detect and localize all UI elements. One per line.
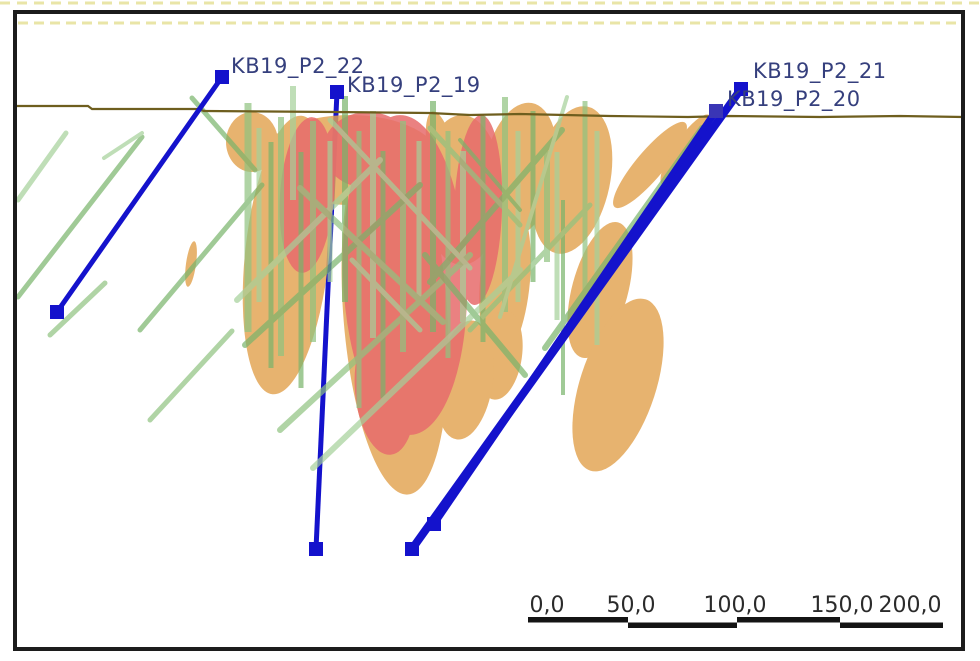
- drill-trace-diagonal: [327, 117, 473, 271]
- drill-trace-diagonal: [15, 130, 69, 203]
- drill-trace-diagonal: [310, 267, 523, 471]
- drill-trace-diagonal: [467, 202, 593, 333]
- view-frame-border: [13, 10, 965, 651]
- low-grade-zone-blob: [226, 112, 278, 172]
- hole-label-KB19_P2_22[interactable]: KB19_P2_22: [231, 54, 365, 79]
- scale-bar-segment: [628, 622, 737, 628]
- hole-label-KB19_P2_20[interactable]: KB19_P2_20: [727, 87, 861, 112]
- scale-bar-segment: [528, 617, 628, 623]
- scale-bar-label: 0,0: [530, 593, 565, 618]
- scale-bar: 0,0 50,0 100,0 150,0 200,0: [528, 593, 943, 628]
- toe-marker-KB19_P2_22[interactable]: [50, 305, 64, 319]
- drill-trace-diagonal: [349, 257, 423, 333]
- scale-bar-segment: [737, 617, 840, 623]
- drill-trace-diagonal: [498, 95, 569, 319]
- low-grade-zone-blob: [613, 121, 687, 209]
- drill-trace-diagonal: [427, 127, 565, 285]
- scale-bar-label: 50,0: [607, 593, 656, 618]
- sky-boundary-dashes: [0, 1, 980, 25]
- drill-trace-diagonal: [242, 182, 423, 348]
- collar-marker-KB19_P2_21[interactable]: [734, 82, 748, 96]
- scale-bar-label: 200,0: [879, 593, 942, 618]
- topography-surface-line: [15, 104, 964, 119]
- toe-marker-KB19_P2_19[interactable]: [309, 542, 323, 556]
- drill-trace-diagonal: [277, 252, 473, 433]
- drill-trace-diagonal: [458, 138, 522, 212]
- drill-trace-diagonal: [47, 280, 108, 338]
- collar-marker-KB19_P2_19[interactable]: [330, 85, 344, 99]
- drill-trace-diagonal: [137, 182, 265, 333]
- scale-bar-label: 100,0: [704, 593, 767, 618]
- scale-bar-segment: [840, 622, 943, 628]
- planned-hole-trace-KB19_P2_22[interactable]: [54, 75, 225, 314]
- collar-marker-KB19_P2_20[interactable]: [709, 104, 723, 118]
- toe-marker-KB19_P2_21[interactable]: [405, 542, 419, 556]
- drill-trace-diagonal: [147, 328, 235, 423]
- hole-label-KB19_P2_19[interactable]: KB19_P2_19: [347, 73, 481, 98]
- toe-marker-KB19_P2_20[interactable]: [427, 517, 441, 531]
- planned-hole-trace-KB19_P2_21[interactable]: [408, 86, 745, 552]
- planned-drillholes: [54, 75, 745, 552]
- drill-trace-diagonal: [234, 157, 383, 303]
- collar-marker-KB19_P2_22[interactable]: [215, 70, 229, 84]
- frame-border: [13, 10, 965, 651]
- topography-line: [15, 104, 964, 119]
- drill-trace-diagonal: [427, 125, 523, 228]
- hole-label-KB19_P2_21[interactable]: KB19_P2_21: [753, 59, 887, 84]
- drill-trace-diagonal: [297, 185, 446, 325]
- drill-trace-diagonal: [15, 134, 145, 300]
- scale-bar-label: 150,0: [811, 593, 874, 618]
- drill-trace-diagonal: [422, 252, 528, 378]
- drill-trace-diagonal: [102, 131, 144, 160]
- hole-end-markers: [50, 70, 748, 556]
